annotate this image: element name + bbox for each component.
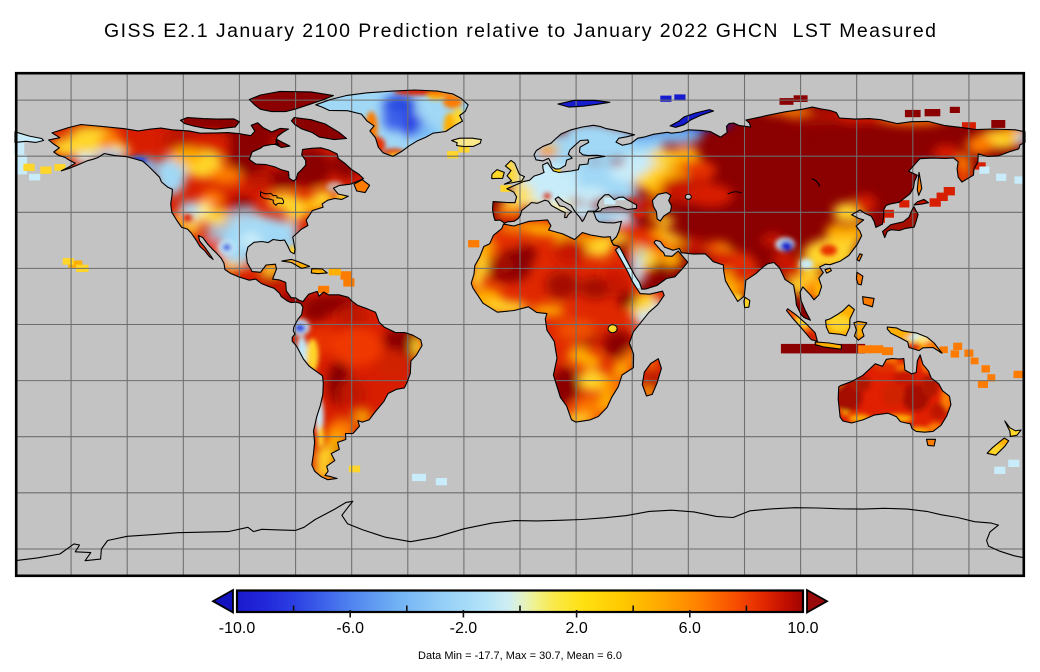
- svg-text:GISS E2.1 January 2100 Predict: GISS E2.1 January 2100 Prediction relati…: [104, 20, 936, 42]
- svg-text:-10.0: -10.0: [219, 620, 256, 637]
- svg-text:10.0: 10.0: [787, 620, 818, 637]
- svg-text:2.0: 2.0: [565, 620, 587, 637]
- svg-text:-6.0: -6.0: [336, 620, 364, 637]
- svg-text:Data Min = -17.7, Max = 30.7,: Data Min = -17.7, Max = 30.7, Mean = 6.0: [418, 650, 622, 662]
- svg-text:-2.0: -2.0: [450, 620, 478, 637]
- svg-text:6.0: 6.0: [679, 620, 701, 637]
